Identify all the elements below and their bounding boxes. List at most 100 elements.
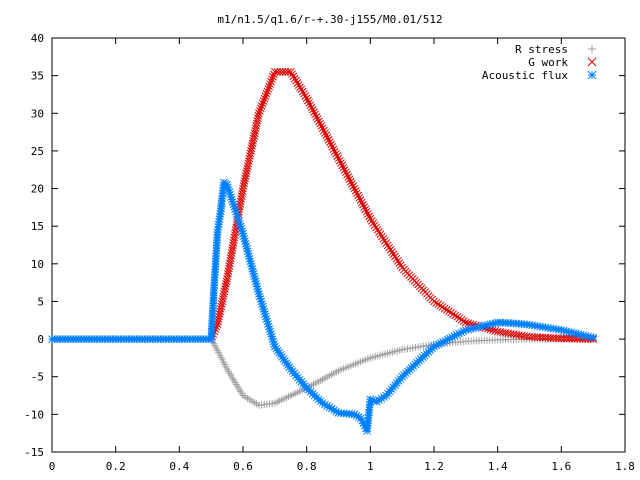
data-point [220,290,228,298]
data-point [430,297,438,306]
plot-border [51,37,626,453]
data-point [301,92,310,100]
data-point [353,189,361,198]
data-point [377,394,386,403]
y-tick-label: 20 [31,183,44,196]
data-point [286,68,295,76]
series-r-stress [207,335,597,409]
data-point [259,97,268,105]
data-point [333,152,342,160]
data-point [348,180,356,188]
data-point [337,159,345,167]
data-point [432,299,440,307]
data-point [392,254,401,263]
axis-ticks: 0 0.2 0.4 0.6 0.8 1 1.2 1.4 1.6 1.8 -15 -10 -5 0 5 10 15… [24,32,635,473]
legend-marker [588,45,596,53]
data-point [322,131,331,140]
data-point [266,80,275,88]
y-tick-label: 40 [31,32,44,45]
data-point [246,149,255,158]
data-point [361,205,370,214]
data-point [365,212,373,221]
series-layer [48,68,598,435]
series-acoustic-flux [48,178,598,435]
data-point [380,393,388,401]
data-point [324,136,333,144]
data-point [455,314,464,323]
data-point [345,175,354,184]
data-point [262,89,271,98]
x-tick-label: 0.6 [233,460,253,473]
data-point [242,169,251,178]
x-tick-label: 1.8 [615,460,635,473]
data-point [294,81,303,89]
data-point [385,243,393,252]
data-point [318,124,327,133]
data-point [296,83,304,92]
data-point [239,182,248,190]
legend-marker [587,57,597,67]
data-point [323,133,332,142]
data-point [240,177,249,185]
data-point [252,119,261,128]
y-tick-label: 15 [31,220,44,233]
data-point [316,119,324,128]
data-point [217,302,226,311]
data-point [243,164,252,173]
data-point [330,147,339,156]
chart-title: m1/n1.5/q1.6/r-+.30-j155/M0.01/512 [217,13,442,26]
data-point [255,106,264,115]
y-tick-label: 5 [37,295,44,308]
data-point [366,214,375,223]
data-point [216,305,225,313]
data-point [359,200,367,209]
y-tick-label: -10 [24,408,44,421]
data-point [395,259,404,267]
data-point [321,129,329,137]
x-tick-label: 1 [367,460,374,473]
data-point [252,121,261,130]
data-point [453,313,462,321]
data-point [261,92,270,101]
data-point [306,101,315,110]
data-point [335,156,344,165]
data-point [250,129,259,138]
data-point [440,304,449,313]
data-point [307,103,316,112]
data-point [378,232,386,241]
data-point [242,167,251,175]
data-point [256,104,265,113]
data-point [354,191,362,200]
data-point [221,285,229,293]
data-point [245,154,254,163]
data-point [217,300,226,308]
data-point [382,239,391,247]
data-point [293,78,302,87]
data-point [249,137,257,145]
data-point [362,207,371,216]
x-tick-label: 0.4 [169,460,189,473]
data-point [244,157,253,165]
legend-label: G work [528,56,568,69]
legend-label: Acoustic flux [482,69,568,82]
data-point [218,297,227,306]
data-point [396,261,405,270]
data-point [351,187,360,195]
data-point [216,307,225,316]
data-point [461,318,470,327]
data-point [289,72,298,81]
data-point [263,87,272,96]
data-point [357,198,366,207]
data-point [268,75,276,84]
data-point [332,149,340,158]
data-point [265,82,274,91]
data-point [360,203,369,211]
data-point [449,310,457,318]
data-point [329,145,338,154]
data-point [300,89,308,98]
data-point [255,109,263,118]
data-point [249,134,258,143]
y-tick-label: 10 [31,258,44,271]
